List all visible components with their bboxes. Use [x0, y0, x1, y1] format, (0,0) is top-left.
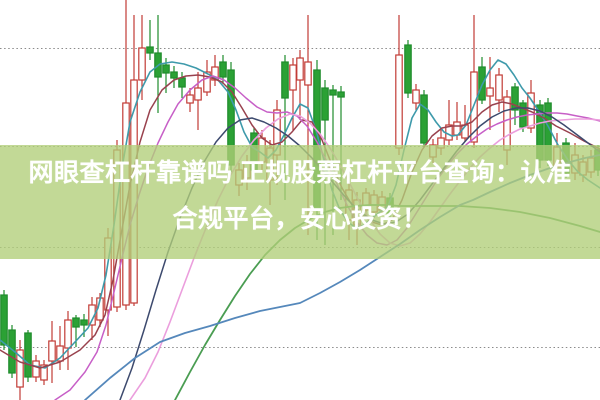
candle-down — [146, 20, 154, 60]
candle-down — [24, 330, 32, 382]
candle-up — [186, 88, 194, 112]
candle-down — [420, 90, 428, 147]
promo-text: 网眼查杠杆靠谱吗 正规股票杠杆平台查询：认准 合规平台，安心投资！ — [0, 150, 600, 242]
promo-text-line-1: 网眼查杠杆靠谱吗 正规股票杠杆平台查询：认准 — [28, 159, 572, 187]
candle-up — [412, 84, 420, 110]
candle-up — [32, 355, 40, 382]
candle-down — [170, 66, 178, 88]
candle-up — [194, 72, 202, 130]
candle-up — [495, 68, 503, 112]
candle-up — [296, 50, 304, 120]
candle-down — [0, 290, 8, 350]
candle-up — [40, 360, 48, 385]
candle-up — [48, 321, 56, 383]
promo-text-line-2: 合规平台，安心投资！ — [172, 205, 428, 233]
candle-down — [404, 40, 412, 98]
candle-up — [445, 100, 453, 145]
candle-up — [470, 15, 478, 148]
candle-up — [289, 58, 297, 130]
candle-up — [138, 15, 146, 100]
candle-up — [211, 55, 219, 86]
candle-up — [395, 15, 403, 155]
candle-up — [64, 311, 72, 370]
candle-up — [16, 340, 24, 400]
